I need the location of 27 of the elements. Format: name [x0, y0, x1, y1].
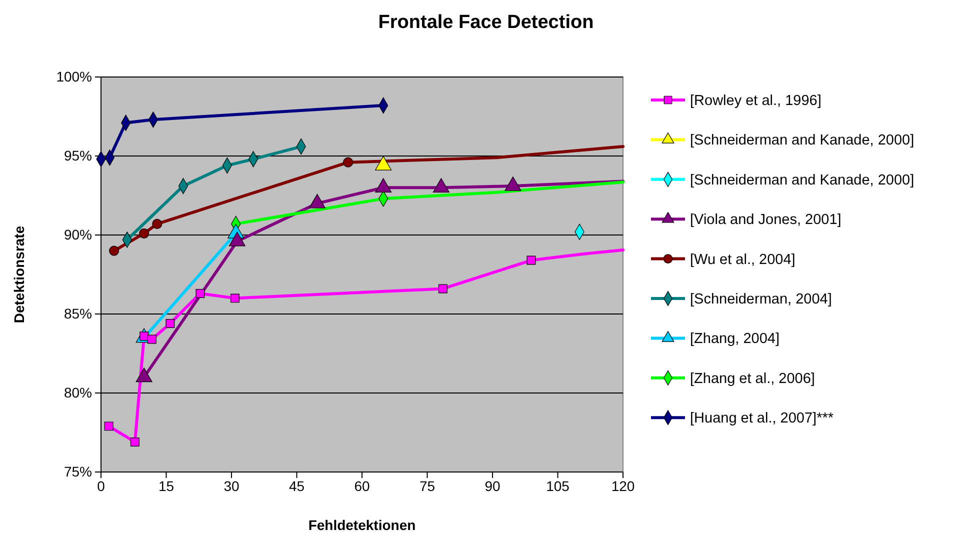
legend-label: [Schneiderman and Kanade, 2000] [690, 172, 914, 188]
x-tick-label: 60 [354, 478, 370, 494]
legend-label: [Viola and Jones, 2001] [690, 212, 842, 228]
legend-label: [Schneiderman, 2004] [690, 292, 832, 308]
y-axis-title: Detektionsrate [11, 226, 27, 324]
x-tick-label: 30 [224, 478, 240, 494]
legend-label: [Wu et al., 2004] [690, 252, 796, 268]
chart-title: Frontale Face Detection [378, 12, 594, 33]
x-tick-label: 75 [419, 478, 436, 494]
legend-label: [Zhang, 2004] [690, 331, 780, 348]
y-tick-label: 90% [64, 226, 92, 242]
x-tick-label: 105 [546, 478, 570, 494]
x-tick-label: 45 [288, 478, 305, 494]
legend-label: [Huang et al., 2007]*** [690, 410, 834, 427]
y-tick-label: 95% [64, 147, 92, 164]
x-tick-label: 15 [158, 478, 174, 494]
y-tick-label: 85% [64, 305, 92, 322]
legend-label: [Zhang et al., 2006] [690, 370, 815, 387]
x-axis-title: Fehldetektionen [308, 517, 416, 533]
legend-label: [Rowley et al., 1996] [690, 93, 822, 109]
x-tick-label: 120 [611, 478, 635, 494]
y-tick-label: 75% [64, 463, 92, 480]
y-tick-label: 100% [56, 68, 92, 84]
y-tick-label: 80% [64, 384, 92, 400]
legend-label: [Schneiderman and Kanade, 2000] [690, 132, 914, 149]
x-tick-label: 0 [97, 478, 106, 494]
x-tick-label: 90 [484, 478, 500, 494]
